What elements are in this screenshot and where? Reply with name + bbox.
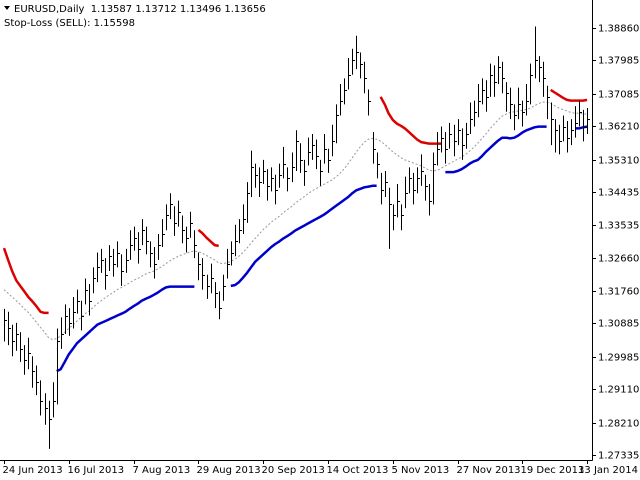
stop-line — [56, 285, 195, 373]
x-tick-label: 7 Aug 2013 — [133, 465, 191, 476]
y-tick-label: 1.37985 — [598, 56, 639, 67]
menu-arrow — [4, 6, 10, 10]
x-tick-label: 19 Dec 2013 — [521, 465, 585, 476]
stop-line — [197, 228, 219, 248]
chart-title: EURUSD,Daily 1.13587 1.13712 1.13496 1.1… — [14, 4, 266, 15]
stop-line — [445, 125, 547, 174]
stop-line — [230, 184, 377, 288]
y-tick-label: 1.31760 — [598, 287, 639, 298]
stop-line — [2, 247, 49, 315]
x-tick-label: 16 Jul 2013 — [68, 465, 125, 476]
average-line — [3, 101, 588, 341]
stop-line — [379, 96, 442, 145]
x-tick-label: 27 Nov 2013 — [457, 465, 521, 476]
x-tick-label: 29 Aug 2013 — [197, 465, 261, 476]
y-tick-label: 1.34435 — [598, 188, 639, 199]
plot-area — [2, 26, 590, 449]
x-tick-label: 5 Nov 2013 — [392, 465, 450, 476]
y-tick-label: 1.28210 — [598, 419, 639, 430]
stop-line — [550, 88, 588, 102]
y-tick-label: 1.38860 — [598, 24, 639, 35]
x-tick-label: 24 Jun 2013 — [3, 465, 63, 476]
x-tick-label: 20 Sep 2013 — [262, 465, 325, 476]
y-tick-label: 1.35310 — [598, 156, 639, 167]
x-tick-label: 14 Oct 2013 — [327, 465, 389, 476]
indicator-label: Stop-Loss (SELL): 1.15598 — [4, 18, 135, 29]
y-tick-label: 1.36210 — [598, 122, 639, 133]
stop-line — [575, 125, 588, 130]
y-tick-label: 1.32660 — [598, 254, 639, 265]
y-tick-label: 1.27335 — [598, 451, 639, 462]
y-tick-label: 1.29985 — [598, 353, 639, 364]
y-tick-label: 1.33535 — [598, 221, 639, 232]
y-tick-label: 1.30885 — [598, 319, 639, 330]
y-tick-label: 1.29110 — [598, 385, 639, 396]
y-tick-label: 1.37085 — [598, 90, 639, 101]
x-tick-label: 13 Jan 2014 — [578, 465, 638, 476]
